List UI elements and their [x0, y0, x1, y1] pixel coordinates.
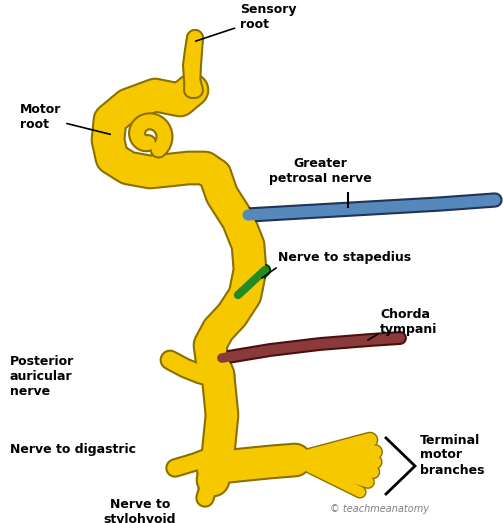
Text: Nerve to stapedius: Nerve to stapedius: [278, 252, 411, 265]
Text: Motor
root: Motor root: [20, 103, 110, 134]
Text: Terminal
motor
branches: Terminal motor branches: [420, 434, 484, 476]
Text: Nerve to digastric: Nerve to digastric: [10, 444, 136, 457]
Text: Greater
petrosaI nerve: Greater petrosaI nerve: [269, 157, 371, 185]
Text: Sensory
root: Sensory root: [196, 3, 296, 41]
Text: Chorda
tympani: Chorda tympani: [380, 308, 438, 336]
Text: Posterior
auricular
nerve: Posterior auricular nerve: [10, 355, 74, 398]
Text: Nerve to
stylohyoid: Nerve to stylohyoid: [104, 498, 176, 523]
Text: © teachmeanatomy: © teachmeanatomy: [330, 504, 429, 514]
